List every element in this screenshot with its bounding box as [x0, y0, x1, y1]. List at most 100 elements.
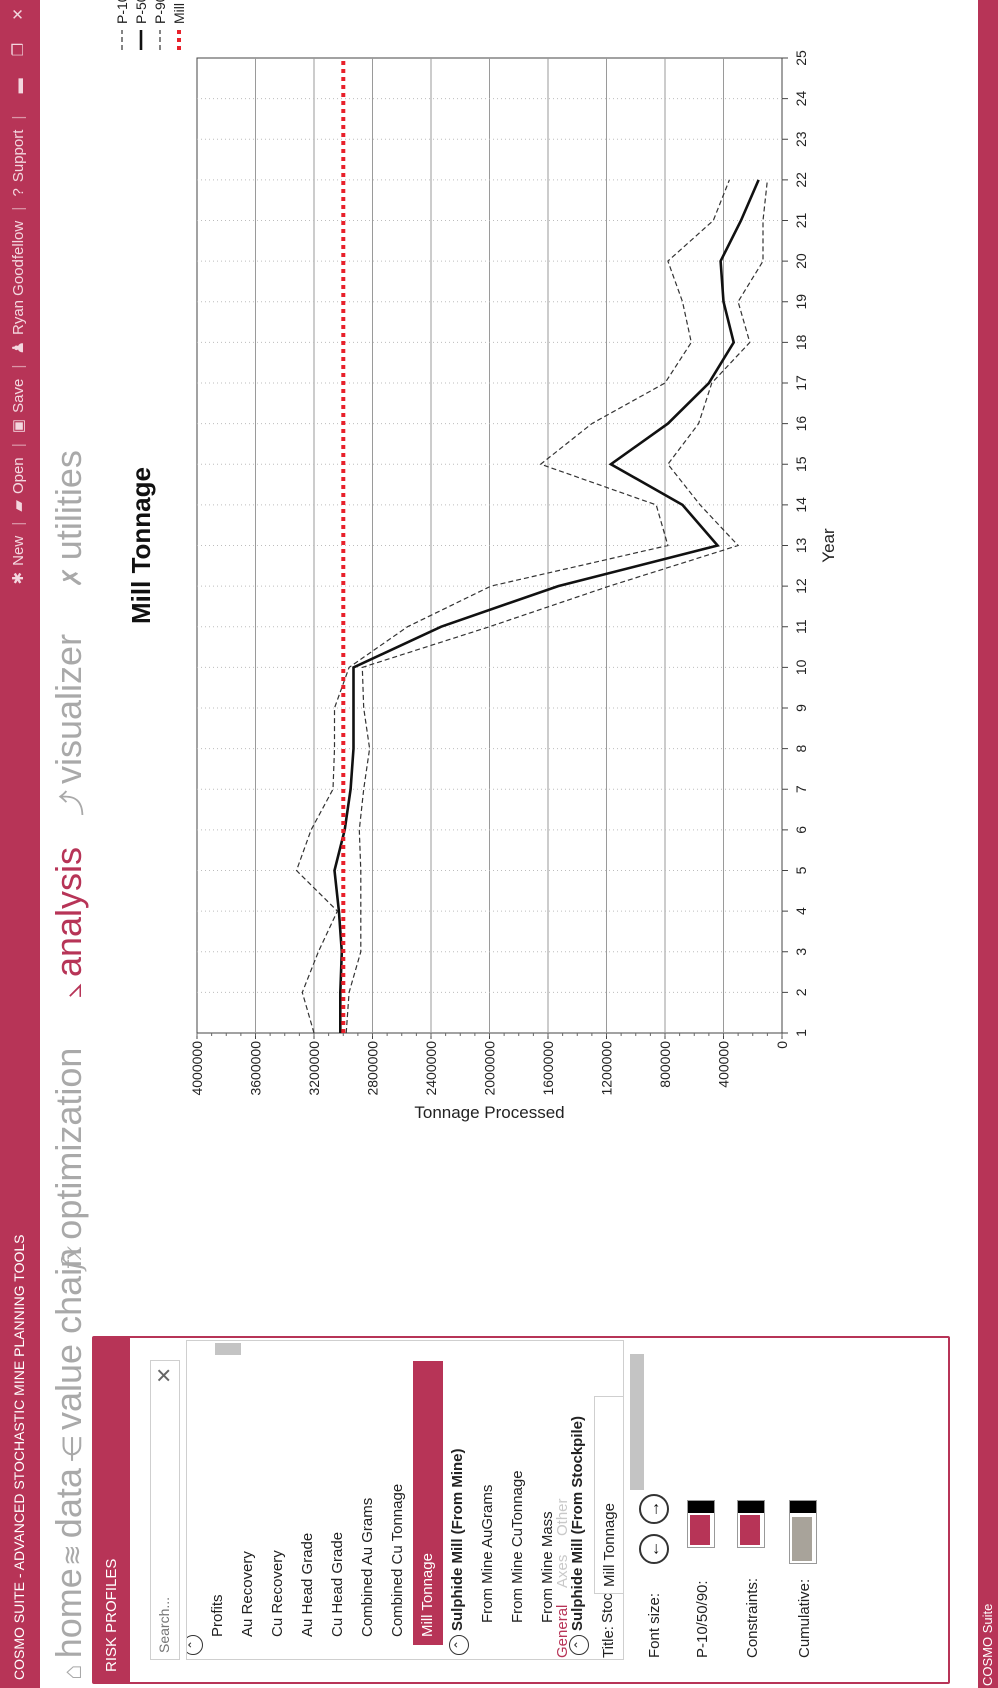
- x-tick-label: 19: [793, 294, 809, 310]
- list-item[interactable]: Combined Cu Tonnage: [389, 1483, 406, 1637]
- x-tick-label: 5: [793, 866, 809, 874]
- nav-analysis[interactable]: ⦣analysis: [48, 846, 89, 998]
- x-tick-label: 14: [793, 497, 809, 513]
- chart-area: P-10P-50P-90Mill Tonnage 040000080000012…: [100, 0, 998, 1313]
- collapse-toggle-icon[interactable]: ⌃: [186, 1635, 203, 1655]
- x-tick-label: 7: [793, 785, 809, 793]
- x-tick-label: 25: [793, 50, 809, 66]
- line-chart-icon: ⦣: [57, 983, 87, 998]
- search-box: ✕: [150, 1360, 180, 1660]
- status-strip: [978, 0, 998, 1688]
- y-axis-label: Tonnage Processed: [414, 1103, 564, 1122]
- nav-utilities[interactable]: ✗utilities: [48, 450, 89, 588]
- y-tick-label: 1200000: [599, 1041, 615, 1096]
- restore-button[interactable]: ❐: [10, 42, 27, 57]
- separator: |: [10, 364, 27, 369]
- x-tick-label: 24: [793, 91, 809, 107]
- x-tick-label: 2: [793, 988, 809, 996]
- y-tick-label: 2400000: [423, 1041, 439, 1096]
- properties-panel: General Axes Other Title: Font size: ← →…: [540, 1340, 940, 1684]
- tab-axes[interactable]: Axes: [554, 1554, 571, 1588]
- title-field: [594, 1396, 624, 1594]
- x-tick-label: 22: [793, 172, 809, 188]
- title-bar: COSMO SUITE - ADVANCED STOCHASTIC MINE P…: [0, 0, 40, 1688]
- scrollbar-thumb[interactable]: [215, 1343, 241, 1355]
- cumulative-color-swatch[interactable]: [789, 1500, 817, 1564]
- font-size-label: Font size:: [646, 1592, 663, 1658]
- separator: |: [10, 521, 27, 526]
- x-tick-label: 23: [793, 131, 809, 147]
- x-tick-label: 16: [793, 416, 809, 432]
- value-chain-icon: ⋲: [57, 1436, 87, 1462]
- x-tick-label: 8: [793, 745, 809, 753]
- separator: |: [10, 206, 27, 211]
- separator: |: [10, 115, 27, 120]
- cumulative-color-label: Cumulative:: [796, 1578, 813, 1658]
- x-tick-label: 9: [793, 704, 809, 712]
- x-tick-label: 1: [793, 1029, 809, 1037]
- list-item[interactable]: Au Recovery: [239, 1551, 256, 1637]
- list-item[interactable]: Profits: [209, 1594, 226, 1637]
- p-color-swatch[interactable]: [687, 1500, 715, 1548]
- list-item[interactable]: Au Head Grade: [299, 1532, 316, 1637]
- list-item[interactable]: Cu Recovery: [269, 1550, 286, 1637]
- search-input[interactable]: [154, 1393, 174, 1653]
- x-tick-label: 15: [793, 456, 809, 472]
- function-icon: fx: [58, 1245, 88, 1270]
- list-group-header[interactable]: Sulphide Mill (From Mine): [449, 1448, 466, 1632]
- panel-title: RISK PROFILES: [103, 1558, 120, 1672]
- tab-general[interactable]: General: [554, 1604, 571, 1658]
- mill-tonnage-chart[interactable]: P-10P-50P-90Mill Tonnage 040000080000012…: [100, 0, 998, 1313]
- chart-title: Mill Tonnage: [126, 467, 156, 624]
- x-tick-label: 12: [793, 578, 809, 594]
- legend-label: P-10: [114, 0, 130, 24]
- title-label: Title:: [600, 1626, 617, 1658]
- series-line-p-10: [295, 179, 730, 1034]
- clear-search-icon[interactable]: ✕: [154, 1367, 176, 1384]
- decrease-font-button[interactable]: ←: [639, 1534, 669, 1564]
- nav-data[interactable]: ≋data: [48, 1468, 89, 1566]
- nav-visualizer[interactable]: ⤴visualizer: [48, 633, 89, 816]
- legend-label: P-90: [152, 0, 168, 24]
- y-tick-label: 3600000: [248, 1041, 264, 1096]
- y-tick-label: 2800000: [365, 1041, 381, 1096]
- app-title: COSMO SUITE - ADVANCED STOCHASTIC MINE P…: [11, 1234, 27, 1680]
- list-item[interactable]: From Mine AuGrams: [479, 1484, 496, 1623]
- x-tick-label: 4: [793, 907, 809, 915]
- title-input[interactable]: [599, 1407, 619, 1587]
- list-item[interactable]: Combined Au Grams: [359, 1497, 376, 1637]
- save-button[interactable]: Save: [10, 378, 27, 413]
- nav-optimization[interactable]: fxoptimization: [48, 1047, 89, 1270]
- nav-value-chain[interactable]: ⋲value chain: [48, 1247, 89, 1462]
- constraints-color-label: Constraints:: [744, 1577, 761, 1658]
- open-button[interactable]: Open: [10, 457, 27, 495]
- tab-other[interactable]: Other: [554, 1498, 571, 1536]
- close-button[interactable]: ✕: [10, 8, 27, 21]
- constraints-color-swatch[interactable]: [737, 1500, 765, 1548]
- increase-font-button[interactable]: →: [639, 1494, 669, 1524]
- nav-home[interactable]: ⌂home: [48, 1568, 89, 1680]
- support-button[interactable]: Support: [10, 129, 27, 183]
- footer-label: COSMO Suite: [980, 1603, 995, 1686]
- x-axis-label: Year: [819, 528, 838, 563]
- user-button[interactable]: Ryan Goodfellow: [10, 220, 27, 335]
- new-button[interactable]: New: [10, 535, 27, 566]
- visualizer-icon: ⤴: [57, 789, 87, 816]
- panel-header: RISK PROFILES: [94, 1338, 130, 1682]
- list-item[interactable]: Cu Head Grade: [329, 1531, 346, 1637]
- toolbar-actions: ✱New | ▰Open | ▣Save | ♟Ryan Goodfellow …: [9, 8, 27, 590]
- separator: |: [10, 443, 27, 448]
- legend-label: Mill Tonnage: [171, 0, 187, 24]
- y-tick-label: 800000: [657, 1041, 673, 1088]
- y-tick-label: 4000000: [189, 1041, 205, 1096]
- database-icon: ≋: [57, 1544, 87, 1566]
- y-tick-label: 3200000: [306, 1041, 322, 1096]
- list-item-selected[interactable]: Mill Tonnage: [413, 1361, 443, 1645]
- minimize-button[interactable]: ▬: [10, 78, 27, 94]
- list-item[interactable]: From Mine CuTonnage: [509, 1470, 526, 1623]
- x-tick-label: 6: [793, 826, 809, 834]
- home-icon: ⌂: [57, 1664, 87, 1680]
- y-tick-label: 400000: [716, 1041, 732, 1088]
- main-nav: ⌂home ≋data ⋲value chain fxoptimization …: [40, 0, 100, 1688]
